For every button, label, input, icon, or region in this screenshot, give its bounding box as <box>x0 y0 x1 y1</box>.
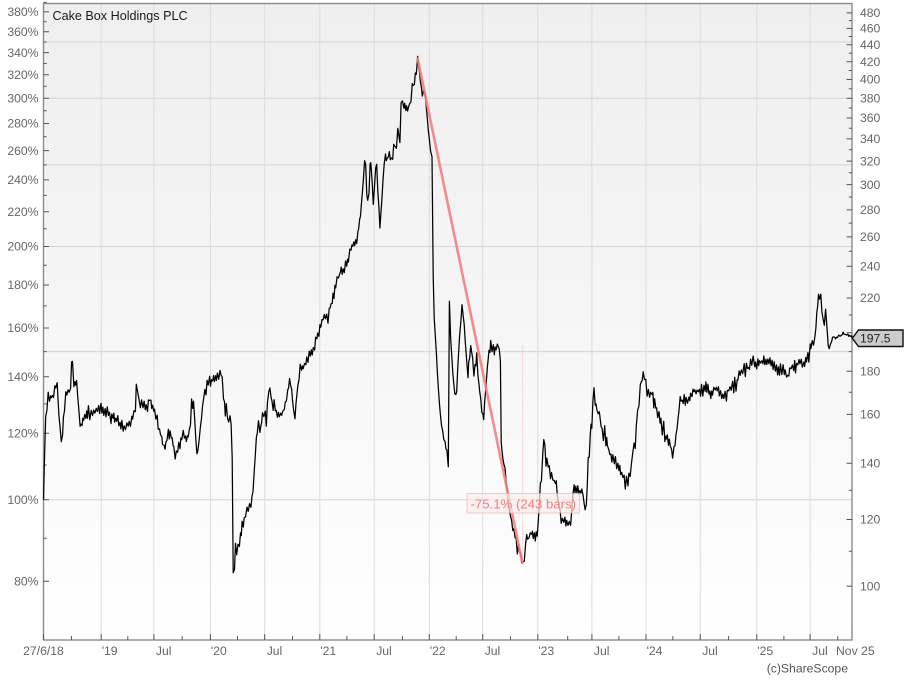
svg-text:240: 240 <box>860 259 881 273</box>
svg-text:240%: 240% <box>7 173 38 187</box>
svg-text:Jul: Jul <box>485 644 501 658</box>
svg-text:460: 460 <box>860 22 881 36</box>
svg-text:220: 220 <box>860 291 881 305</box>
svg-text:280: 280 <box>860 203 881 217</box>
svg-text:(c)ShareScope: (c)ShareScope <box>767 662 849 676</box>
svg-text:'21: '21 <box>320 644 336 658</box>
svg-text:Jul: Jul <box>812 644 828 658</box>
svg-text:Nov 25: Nov 25 <box>836 644 875 658</box>
svg-text:197.5: 197.5 <box>860 332 891 346</box>
svg-text:340%: 340% <box>7 46 38 60</box>
svg-text:80%: 80% <box>14 575 39 589</box>
svg-text:'22: '22 <box>430 644 446 658</box>
svg-text:380%: 380% <box>7 5 38 19</box>
svg-text:'20: '20 <box>211 644 227 658</box>
svg-text:300: 300 <box>860 178 881 192</box>
svg-text:400: 400 <box>860 73 881 87</box>
svg-text:260%: 260% <box>7 144 38 158</box>
svg-text:Jul: Jul <box>267 644 283 658</box>
svg-text:120: 120 <box>860 513 881 527</box>
svg-text:440: 440 <box>860 38 881 52</box>
svg-text:Jul: Jul <box>594 644 610 658</box>
svg-text:280%: 280% <box>7 117 38 131</box>
svg-text:-75.1% (243 bars): -75.1% (243 bars) <box>471 497 577 512</box>
svg-text:100: 100 <box>860 579 881 593</box>
svg-text:Jul: Jul <box>702 644 718 658</box>
svg-text:360%: 360% <box>7 25 38 39</box>
svg-text:27/6/18: 27/6/18 <box>23 644 64 658</box>
svg-text:180%: 180% <box>7 278 38 292</box>
svg-text:320: 320 <box>860 154 881 168</box>
svg-text:'23: '23 <box>538 644 554 658</box>
svg-text:360: 360 <box>860 111 881 125</box>
svg-text:380: 380 <box>860 92 881 106</box>
svg-text:160%: 160% <box>7 321 38 335</box>
svg-text:200%: 200% <box>7 240 38 254</box>
svg-text:420: 420 <box>860 55 881 69</box>
svg-text:180: 180 <box>860 365 881 379</box>
svg-text:'24: '24 <box>647 644 663 658</box>
svg-text:260: 260 <box>860 230 881 244</box>
svg-text:340: 340 <box>860 132 881 146</box>
svg-text:Jul: Jul <box>156 644 172 658</box>
svg-text:140: 140 <box>860 456 881 470</box>
svg-text:Cake Box Holdings PLC: Cake Box Holdings PLC <box>53 9 188 23</box>
svg-text:160: 160 <box>860 408 881 422</box>
svg-text:'19: '19 <box>102 644 118 658</box>
svg-text:220%: 220% <box>7 205 38 219</box>
svg-text:480: 480 <box>860 6 881 20</box>
svg-text:100%: 100% <box>7 493 38 507</box>
svg-text:300%: 300% <box>7 92 38 106</box>
svg-text:Jul: Jul <box>376 644 392 658</box>
svg-text:140%: 140% <box>7 370 38 384</box>
svg-text:120%: 120% <box>7 426 38 440</box>
svg-text:320%: 320% <box>7 68 38 82</box>
svg-text:'25: '25 <box>757 644 773 658</box>
